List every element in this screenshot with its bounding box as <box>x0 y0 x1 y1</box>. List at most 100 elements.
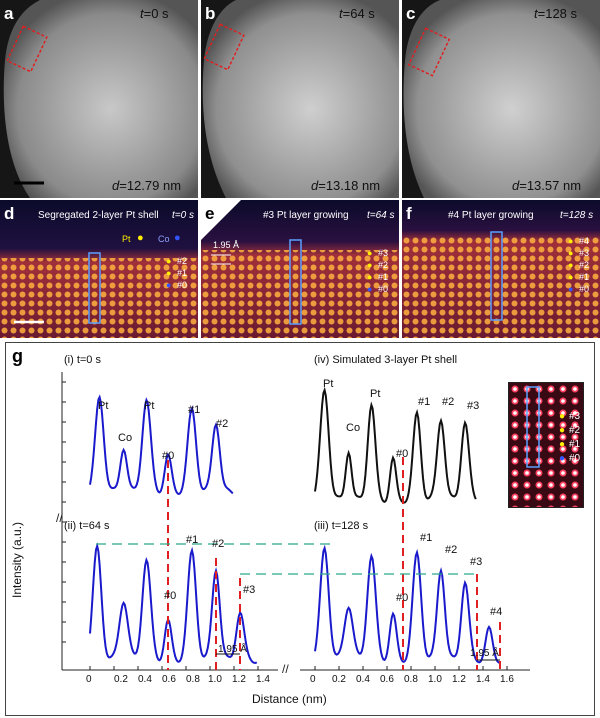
legend-pt: Pt <box>122 234 131 244</box>
panel-label: g <box>12 346 23 366</box>
region-box <box>6 25 48 73</box>
panel-caption: #3 Pt layer growing <box>263 210 349 221</box>
peak-label: #2 <box>442 396 455 408</box>
profile-iv <box>314 386 477 504</box>
panel-a-image <box>3 0 198 198</box>
profile-box <box>88 252 101 324</box>
subplot-title-iii: (iii) t=128 s <box>314 520 369 532</box>
legend-layer-3: #3 <box>579 248 590 258</box>
legend-dot-2: ● <box>559 425 566 436</box>
x-tick: 0.2 <box>332 674 346 685</box>
time-label: t=0 s <box>172 210 194 221</box>
panel-b-image <box>202 0 399 198</box>
x-tick: 1.0 <box>428 674 442 685</box>
legend-dot-0: ● <box>166 280 172 290</box>
x-tick: 0.6 <box>380 674 394 685</box>
pt-dot: ● <box>137 232 144 244</box>
legend-dot-1: ● <box>367 272 373 282</box>
panel-d-image <box>0 200 198 338</box>
legend-dot-3: ● <box>367 248 373 258</box>
panel-caption: #4 Pt layer growing <box>448 210 534 221</box>
legend-dot-4: ● <box>568 236 574 246</box>
peak-label: Pt <box>144 400 155 412</box>
legend-layer-2: #2 <box>378 260 389 270</box>
time-label: t=128 s <box>560 210 594 221</box>
legend-dot-3: ● <box>559 411 566 422</box>
profile-iii <box>314 544 500 664</box>
legend-layer-1: #1 <box>378 272 389 282</box>
x-tick: 0.8 <box>186 674 200 685</box>
legend-dot-2: ● <box>568 260 574 270</box>
region-box <box>203 23 245 71</box>
x-axis-label: Distance (nm) <box>252 692 327 706</box>
peak-label: #1 <box>188 404 201 416</box>
panel-f: f #4 Pt layer growing t=128 s ● #4 ● #3 ● #… <box>402 200 600 338</box>
region-box <box>407 27 451 77</box>
peak-label: #1 <box>420 532 433 544</box>
diameter-label: d=13.18 nm <box>311 178 381 193</box>
panel-b: b t=64 s d=13.18 nm <box>201 0 399 198</box>
diameter-label: d=13.57 nm <box>512 178 582 193</box>
panel-g: g // // (i) t=0 s (iv) Simulated 3-layer … <box>0 342 600 718</box>
peak-label: #3 <box>467 400 480 412</box>
legend-layer-0: #0 <box>579 284 590 294</box>
panel-caption: Segregated 2-layer Pt shell <box>38 210 159 221</box>
peak-label: #3 <box>243 584 256 596</box>
legend-layer-2: #2 <box>579 260 590 270</box>
legend-dot-1: ● <box>559 439 566 450</box>
panel-f-image <box>402 200 600 338</box>
legend-layer-0: #0 <box>378 284 389 294</box>
peak-label: #2 <box>212 538 225 550</box>
legend-layer-0: #0 <box>569 453 581 464</box>
x-tick: 0.4 <box>138 674 152 685</box>
panel-label: f <box>406 204 412 223</box>
legend-dot-2: ● <box>367 260 373 270</box>
peak-label: #4 <box>490 606 503 618</box>
x-tick: 1.6 <box>500 674 514 685</box>
subplot-title-ii: (ii) t=64 s <box>64 520 110 532</box>
x-tick: 0 <box>310 674 316 685</box>
spacing-label: 1.95 Å <box>470 648 499 659</box>
axis-break: // <box>56 511 63 525</box>
x-tick: 1.0 <box>208 674 222 685</box>
x-tick: 0 <box>86 674 92 685</box>
peak-label: #2 <box>445 544 458 556</box>
legend-dot-1: ● <box>568 272 574 282</box>
profile-i <box>89 394 234 496</box>
axis-break: // <box>282 662 289 676</box>
peak-label: #1 <box>418 396 431 408</box>
panel-label: d <box>4 204 15 223</box>
x-tick: 0.2 <box>114 674 128 685</box>
panel-label: b <box>205 4 216 23</box>
peak-label: #1 <box>186 534 199 546</box>
co-dot: ● <box>174 232 181 244</box>
panel-c-image <box>403 0 600 198</box>
legend-dot-0: ● <box>367 284 373 294</box>
legend-layer-4: #4 <box>579 236 590 246</box>
legend-dot-2: ● <box>166 256 172 266</box>
legend-layer-1: #1 <box>569 439 581 450</box>
simulated-inset: ● #3 ● #2 ● #1 ● #0 <box>508 382 584 508</box>
x-tick: 1.2 <box>452 674 466 685</box>
profile-box <box>289 239 302 325</box>
panel-g-frame <box>5 342 595 716</box>
legend-layer-3: #3 <box>569 411 581 422</box>
legend-layer-2: #2 <box>177 256 188 266</box>
panel-e: e #3 Pt layer growing t=64 s 1.95 Å ● #3 … <box>201 200 399 338</box>
peak-label: Pt <box>323 378 334 390</box>
spacing-label: 1.95 Å <box>213 240 240 250</box>
profile-box <box>490 231 503 321</box>
panel-label: a <box>4 4 14 23</box>
legend-layer-1: #1 <box>579 272 590 282</box>
legend-dot-0: ● <box>568 284 574 294</box>
simulated-inset-image <box>509 383 583 507</box>
subplot-title-iv: (iv) Simulated 3-layer Pt shell <box>314 354 458 366</box>
intensity-chart: // // <box>56 372 530 676</box>
peak-label: Pt <box>98 400 109 412</box>
legend-layer-3: #3 <box>378 248 389 258</box>
legend-layer-2: #2 <box>569 425 581 436</box>
peak-label: #0 <box>162 450 175 462</box>
panel-c: c t=128 s d=13.57 nm <box>402 0 600 198</box>
peak-label: Pt <box>370 388 381 400</box>
x-tick: 1.4 <box>256 674 270 685</box>
